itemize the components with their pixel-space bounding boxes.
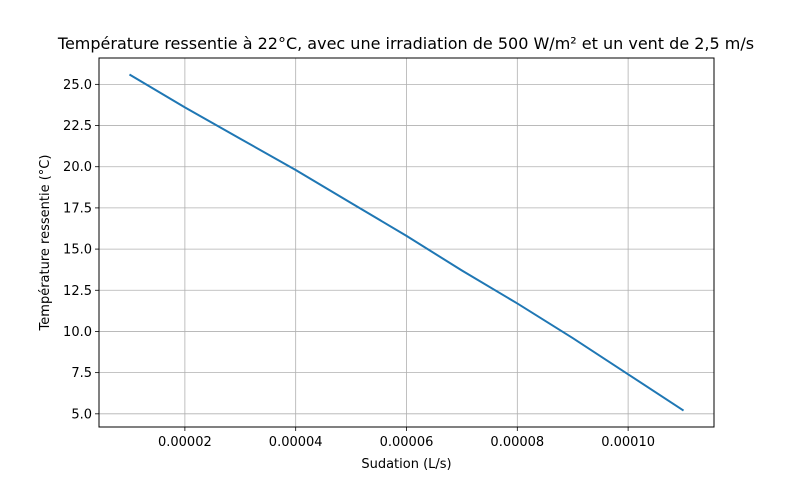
chart-title: Température ressentie à 22°C, avec une i… [57,34,754,53]
y-tick-label: 12.5 [63,284,92,299]
y-tick-label: 20.0 [63,160,92,175]
y-tick-label: 10.0 [63,325,92,340]
x-tick-label: 0.00006 [380,435,434,450]
x-tick-label: 0.00008 [490,435,544,450]
y-tick-label: 17.5 [63,201,92,216]
y-tick-label: 22.5 [63,119,92,134]
grid-layer [99,58,714,427]
series-line [128,73,685,412]
series-layer [128,73,685,412]
x-axis-label: Sudation (L/s) [361,457,451,472]
x-tick-label: 0.00002 [158,435,212,450]
y-tick-label: 15.0 [63,243,92,258]
x-tick-label: 0.00004 [269,435,323,450]
ticks-layer: 0.00002 0.00004 0.00006 0.00008 0.00010 5.0 7.… [63,78,655,450]
y-tick-label: 25.0 [63,78,92,93]
x-tick-label: 0.00010 [601,435,655,450]
y-axis-label: Température ressentie (°C) [38,155,53,332]
y-tick-label: 7.5 [71,366,92,381]
y-tick-label: 5.0 [71,407,92,422]
